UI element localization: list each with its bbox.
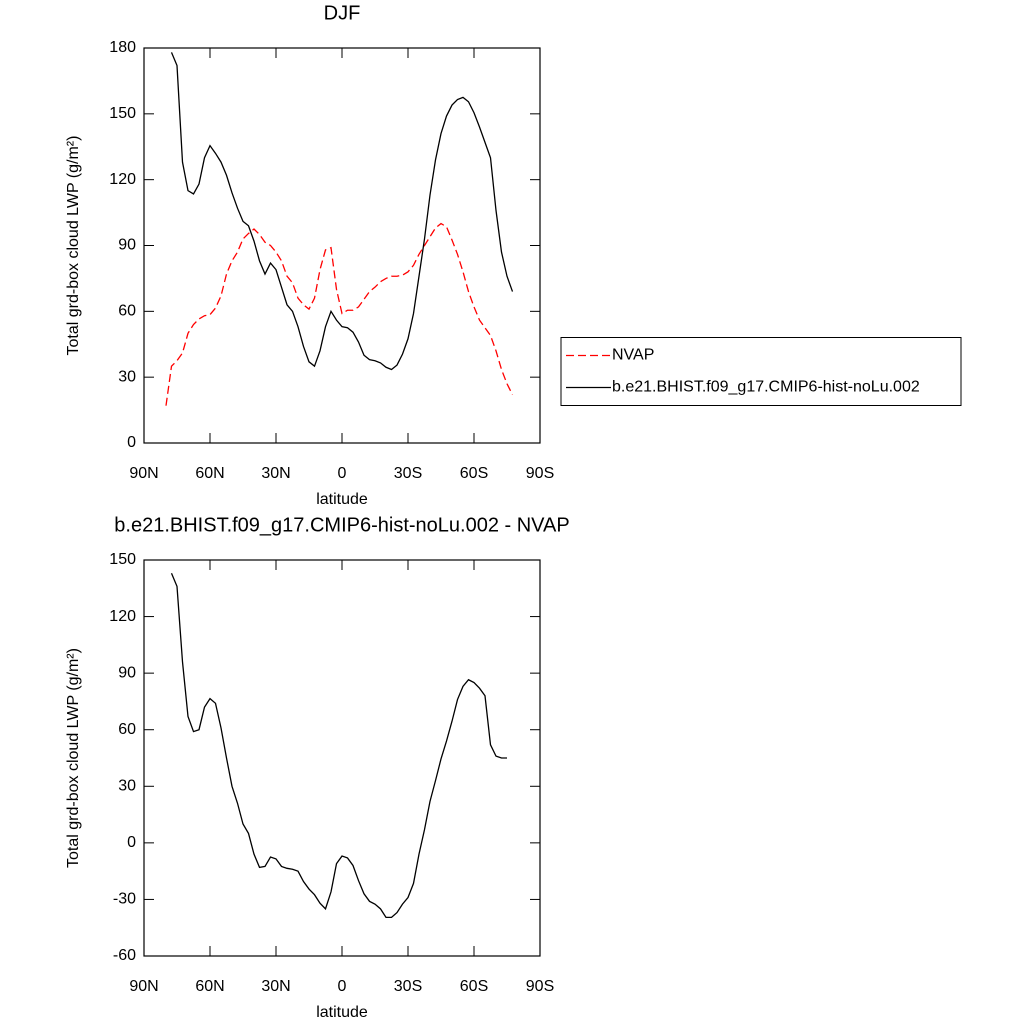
plot-frame [143,559,541,957]
legend-box [560,337,962,406]
y-tick-label: 0 [127,834,136,851]
x-tick-label: 60S [460,978,488,995]
chart-title: DJF [324,2,361,24]
y-axis-label: Total grd-box cloud LWP (g/m²) [65,136,82,356]
x-tick-label: 0 [338,465,347,482]
x-tick-label: 30S [394,978,422,995]
x-tick-label: 60N [195,465,224,482]
plot-frame [143,47,541,444]
y-tick-label: 150 [109,105,136,122]
y-tick-label: 0 [127,434,136,451]
data-line [170,572,507,918]
x-tick-label: 90S [526,465,554,482]
y-tick-label: -60 [113,947,136,964]
y-tick-label: -30 [113,891,136,908]
y-tick-label: 30 [118,368,136,385]
y-tick-label: 180 [109,39,136,56]
x-tick-label: 30S [394,465,422,482]
x-tick-label: 60N [195,978,224,995]
x-tick-label: 90S [526,978,554,995]
x-axis-label: latitude [316,1004,368,1021]
chart-title: b.e21.BHIST.f09_g17.CMIP6-hist-noLu.002 … [114,514,569,536]
y-tick-label: 60 [118,303,136,320]
y-tick-label: 90 [118,664,136,681]
legend-label: NVAP [612,347,654,364]
y-tick-label: 120 [109,608,136,625]
y-tick-label: 30 [118,778,136,795]
y-tick-label: 120 [109,171,136,188]
data-line [165,222,514,406]
y-tick-label: 90 [118,237,136,254]
x-axis-label: latitude [316,491,368,508]
x-tick-label: 60S [460,465,488,482]
x-tick-label: 90N [129,465,158,482]
y-tick-label: 60 [118,721,136,738]
x-tick-label: 90N [129,978,158,995]
y-axis-label: Total grd-box cloud LWP (g/m²) [65,648,82,868]
data-line [170,52,514,371]
x-tick-label: 30N [261,978,290,995]
x-tick-label: 30N [261,465,290,482]
x-tick-label: 0 [338,978,347,995]
y-tick-label: 150 [109,551,136,568]
legend-label: b.e21.BHIST.f09_g17.CMIP6-hist-noLu.002 [612,379,920,396]
